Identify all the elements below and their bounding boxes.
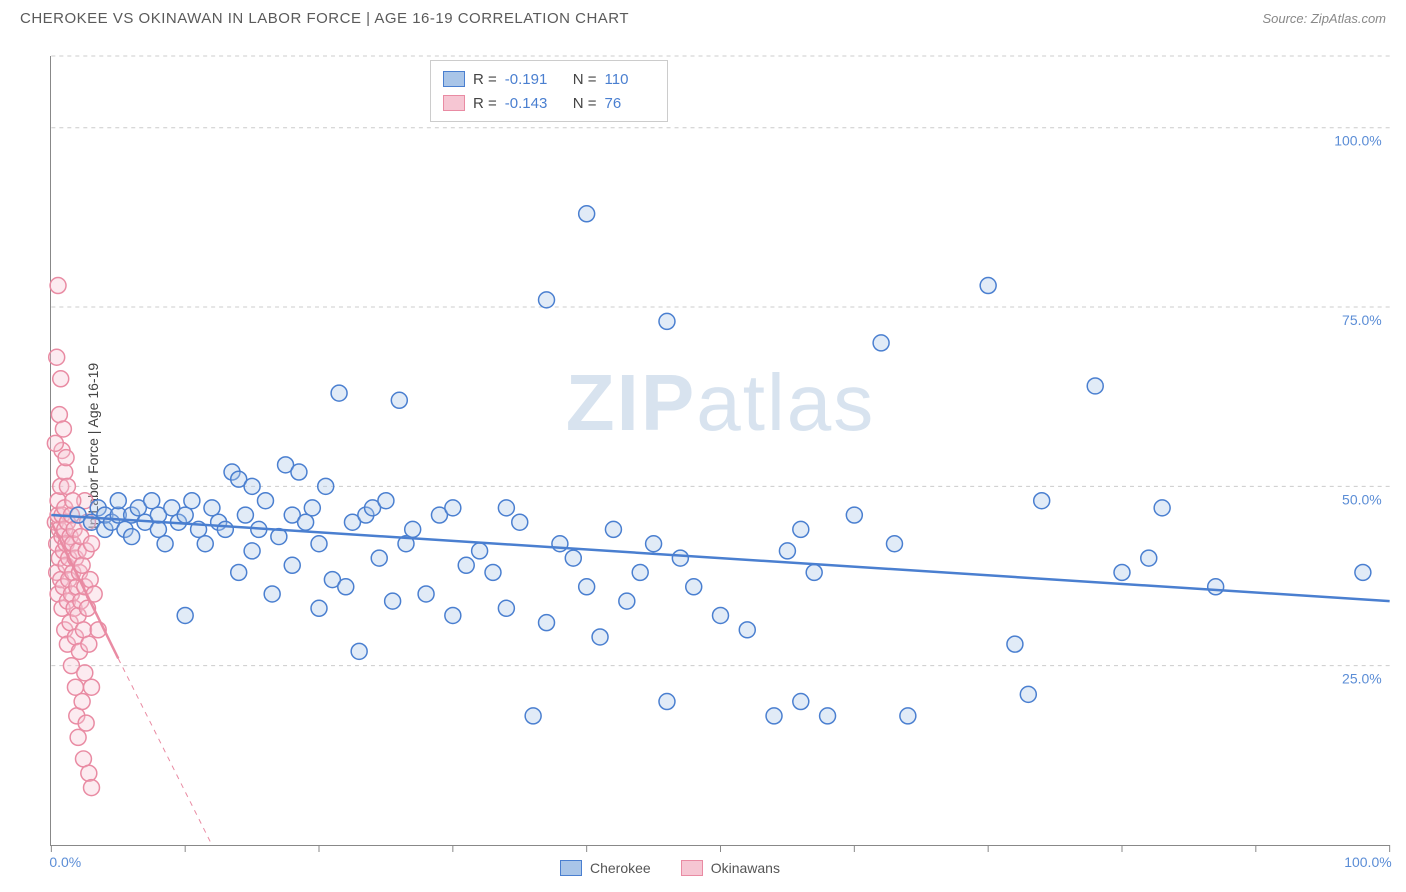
legend-item-cherokee: Cherokee: [560, 860, 651, 876]
svg-text:0.0%: 0.0%: [49, 854, 81, 870]
svg-text:50.0%: 50.0%: [1342, 491, 1382, 507]
series-legend: Cherokee Okinawans: [560, 860, 780, 876]
n-label: N =: [573, 95, 597, 112]
n-value-cherokee: 110: [605, 71, 655, 88]
scatter-chart-svg: 25.0%50.0%75.0%100.0%0.0%100.0%: [51, 56, 1390, 845]
swatch-cherokee: [560, 860, 582, 876]
svg-text:100.0%: 100.0%: [1334, 133, 1381, 149]
legend-row-okinawans: R = -0.143 N = 76: [443, 91, 655, 115]
swatch-cherokee: [443, 71, 465, 87]
chart-title: CHEROKEE VS OKINAWAN IN LABOR FORCE | AG…: [20, 10, 629, 27]
svg-text:25.0%: 25.0%: [1342, 671, 1382, 687]
swatch-okinawans: [443, 95, 465, 111]
n-label: N =: [573, 71, 597, 88]
r-label: R =: [473, 71, 497, 88]
chart-plot-area: 25.0%50.0%75.0%100.0%0.0%100.0% ZIPatlas: [50, 56, 1390, 846]
legend-label-okinawans: Okinawans: [711, 860, 780, 876]
legend-label-cherokee: Cherokee: [590, 860, 651, 876]
svg-text:75.0%: 75.0%: [1342, 312, 1382, 328]
correlation-legend: R = -0.191 N = 110 R = -0.143 N = 76: [430, 60, 668, 122]
chart-source: Source: ZipAtlas.com: [1262, 11, 1386, 26]
swatch-okinawans: [681, 860, 703, 876]
r-value-okinawans: -0.143: [505, 95, 555, 112]
legend-item-okinawans: Okinawans: [681, 860, 780, 876]
n-value-okinawans: 76: [605, 95, 655, 112]
legend-row-cherokee: R = -0.191 N = 110: [443, 67, 655, 91]
r-label: R =: [473, 95, 497, 112]
r-value-cherokee: -0.191: [505, 71, 555, 88]
svg-text:100.0%: 100.0%: [1344, 854, 1391, 870]
